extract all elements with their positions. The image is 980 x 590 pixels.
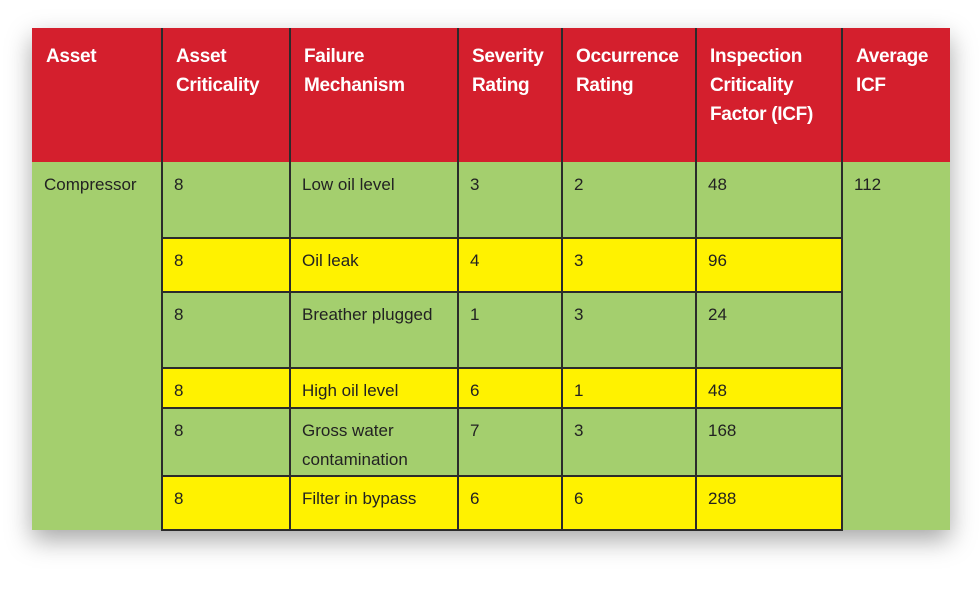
column-rule <box>457 28 459 530</box>
body-cell: 48 <box>696 162 842 238</box>
body-cell: 3 <box>562 292 696 368</box>
body-cell: 3 <box>562 238 696 292</box>
body-cell: 8 <box>162 238 290 292</box>
header-cell: Asset Criticality <box>162 28 290 162</box>
body-cell: 168 <box>696 408 842 476</box>
column-rule <box>695 28 697 530</box>
row-rule <box>161 237 843 239</box>
body-cell: High oil level <box>290 368 458 408</box>
body-cell: Low oil level <box>290 162 458 238</box>
body-cell: 3 <box>562 408 696 476</box>
body-cell: 6 <box>458 476 562 530</box>
body-cell: 3 <box>458 162 562 238</box>
row-rule <box>161 529 843 531</box>
body-cell: 8 <box>162 476 290 530</box>
body-cell: 8 <box>162 162 290 238</box>
column-rule <box>161 28 163 530</box>
asset-cell: Compressor <box>32 162 162 530</box>
body-cell: 96 <box>696 238 842 292</box>
column-rule <box>289 28 291 530</box>
column-rule <box>841 28 843 530</box>
body-cell: 6 <box>458 368 562 408</box>
body-cell: Breather plugged <box>290 292 458 368</box>
row-rule <box>161 407 843 409</box>
row-rule <box>161 475 843 477</box>
header-cell: Occurrence Rating <box>562 28 696 162</box>
body-cell: 8 <box>162 368 290 408</box>
body-cell: 8 <box>162 292 290 368</box>
body-cell: 1 <box>458 292 562 368</box>
body-cell: 4 <box>458 238 562 292</box>
body-cell: 6 <box>562 476 696 530</box>
column-rule <box>561 28 563 530</box>
body-cell: 1 <box>562 368 696 408</box>
body-cell: Filter in bypass <box>290 476 458 530</box>
body-cell: 7 <box>458 408 562 476</box>
body-cell: 2 <box>562 162 696 238</box>
row-rule <box>161 367 843 369</box>
body-cell: 24 <box>696 292 842 368</box>
average-icf-cell: 112 <box>842 162 950 530</box>
header-cell: Inspection Criticality Factor (ICF) <box>696 28 842 162</box>
row-rule <box>161 291 843 293</box>
body-cell: 8 <box>162 408 290 476</box>
header-cell: Average ICF <box>842 28 950 162</box>
body-cell: Gross water contamination <box>290 408 458 476</box>
header-cell: Failure Mechanism <box>290 28 458 162</box>
body-cell: Oil leak <box>290 238 458 292</box>
body-cell: 288 <box>696 476 842 530</box>
header-cell: Asset <box>32 28 162 162</box>
header-cell: Severity Rating <box>458 28 562 162</box>
body-cell: 48 <box>696 368 842 408</box>
